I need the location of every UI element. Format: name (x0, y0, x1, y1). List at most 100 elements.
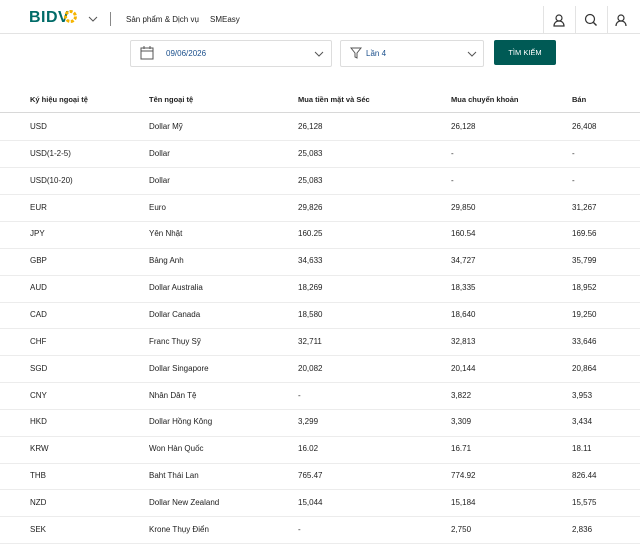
table-cell: 15,575 (572, 497, 597, 507)
table-cell: - (298, 390, 301, 400)
table-cell: HKD (30, 417, 47, 427)
search-icon[interactable] (584, 13, 598, 27)
table-cell: 160.54 (451, 229, 476, 239)
table-cell: 18,269 (298, 283, 323, 293)
table-cell: Won Hàn Quốc (149, 444, 204, 454)
table-cell: 160.25 (298, 229, 323, 239)
table-cell: 20,144 (451, 363, 476, 373)
table-cell: 20,864 (572, 363, 597, 373)
row-divider (0, 248, 640, 249)
table-cell: 26,128 (451, 122, 476, 131)
table-cell: Krone Thụy Điển (149, 524, 209, 534)
table-cell: 32,813 (451, 336, 476, 346)
table-cell: 33,646 (572, 336, 597, 346)
column-header: Mua tiền mặt và Séc (298, 95, 370, 104)
separator (543, 6, 544, 33)
table-cell: - (572, 148, 575, 158)
nav-item[interactable]: SMEasy (210, 15, 240, 24)
date-picker[interactable]: 09/06/2026 (130, 40, 332, 67)
table-cell: 3,953 (572, 390, 593, 400)
account-icon[interactable] (615, 13, 629, 27)
table-cell: Franc Thụy Sỹ (149, 336, 201, 346)
table-cell: SGD (30, 363, 48, 373)
table-cell: AUD (30, 283, 47, 293)
table-cell: Baht Thái Lan (149, 471, 199, 481)
table-cell: 774.92 (451, 471, 476, 481)
table-cell: 2,750 (451, 524, 472, 534)
table-cell: 29,826 (298, 202, 323, 212)
table-cell: CNY (30, 390, 47, 400)
table-cell: SEK (30, 524, 47, 534)
row-divider (0, 140, 640, 141)
column-header: Mua chuyển khoản (451, 95, 519, 104)
table-cell: 16.02 (298, 444, 319, 454)
chevron (314, 51, 324, 57)
row-divider (0, 436, 640, 437)
table-cell: 16.71 (451, 444, 472, 454)
table-cell: Euro (149, 202, 166, 212)
table-cell: Dollar Canada (149, 309, 201, 319)
column-header: Ký hiệu ngoại tệ (30, 95, 88, 104)
table-cell: Dollar Singapore (149, 363, 209, 373)
table-cell: 25,083 (298, 148, 323, 158)
table-cell: 15,044 (298, 497, 323, 507)
row-divider (0, 355, 640, 356)
table-cell: EUR (30, 202, 47, 212)
table-cell: 826.44 (572, 471, 597, 481)
table-cell: 35,799 (572, 256, 597, 266)
table-cell: 26,128 (298, 122, 323, 131)
table-cell: NZD (30, 497, 47, 507)
table-cell: Dollar Australia (149, 283, 203, 293)
row-divider (0, 194, 640, 195)
table-cell: 765.47 (298, 471, 323, 481)
table-cell: 34,727 (451, 256, 476, 266)
table-cell: 3,434 (572, 417, 593, 427)
separator (110, 12, 111, 26)
table-cell: Bảng Anh (149, 256, 184, 266)
chevron[interactable] (88, 16, 98, 22)
logo-icon (64, 10, 77, 23)
table-cell: Dollar Hồng Kông (149, 417, 213, 427)
round-select[interactable]: Lần 4 (340, 40, 484, 67)
table-cell: 25,083 (298, 175, 323, 185)
table-cell: 18.11 (572, 444, 592, 454)
table-cell: 18,580 (298, 309, 323, 319)
row-divider (0, 409, 640, 410)
table-cell: 29,850 (451, 202, 476, 212)
table-cell: 32,711 (298, 336, 322, 346)
column-header: Tên ngoại tệ (149, 95, 194, 104)
table-cell: 3,299 (298, 417, 319, 427)
table-cell: KRW (30, 444, 49, 454)
table-cell: 34,633 (298, 256, 323, 266)
row-divider (0, 516, 640, 517)
table-cell: 3,309 (451, 417, 472, 427)
row-divider (0, 489, 640, 490)
separator (575, 6, 576, 33)
table-cell: 169.56 (572, 229, 597, 239)
table-cell: Nhân Dân Tệ (149, 390, 197, 400)
row-divider (0, 328, 640, 329)
table-cell: - (572, 175, 575, 185)
separator (607, 6, 608, 33)
row-divider (0, 275, 640, 276)
table-cell: 19,250 (572, 309, 597, 319)
table-cell: 18,640 (451, 309, 476, 319)
calendar-icon (140, 46, 154, 60)
table-cell: - (451, 175, 454, 185)
table-cell: - (451, 148, 454, 158)
table-cell: Dollar New Zealand (149, 497, 220, 507)
user-icon[interactable] (552, 13, 566, 27)
date-value: 09/06/2026 (166, 49, 207, 58)
row-divider (0, 463, 640, 464)
table-cell: 31,267 (572, 202, 597, 212)
nav-item[interactable]: Sản phẩm & Dịch vụ (126, 15, 199, 24)
table-cell: 18,952 (572, 283, 597, 293)
table-cell: CHF (30, 336, 47, 346)
table-cell: USD (30, 122, 47, 131)
table-cell: USD(10-20) (30, 175, 73, 185)
logo[interactable]: BIDV (29, 9, 70, 26)
search-button[interactable]: TÌM KIẾM (494, 40, 556, 65)
row-divider (0, 112, 640, 113)
table-cell: 15,184 (451, 497, 476, 507)
